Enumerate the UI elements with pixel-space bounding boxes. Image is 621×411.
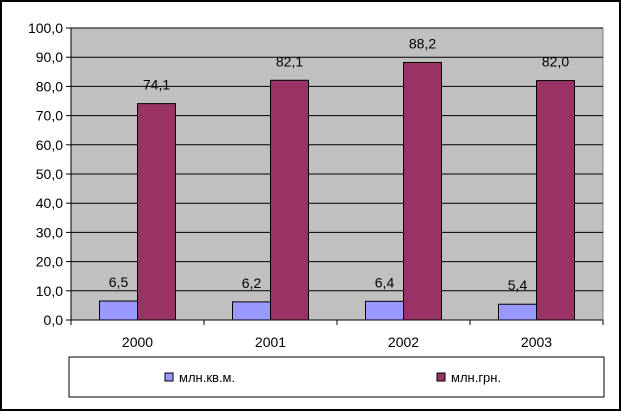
legend-box (68, 356, 605, 398)
x-tick-label: 2001 (255, 334, 286, 350)
y-tick-label: 60,0 (36, 137, 63, 153)
axes: 0,0 10,0 20,0 30,0 40,0 50,0 60,0 70,0 80,0 90,0 1… (28, 20, 604, 350)
bar (99, 300, 138, 321)
legend: млн.кв.м. млн.грн. (68, 356, 605, 398)
bar (232, 301, 271, 321)
data-label: 82,1 (276, 53, 303, 69)
bar (137, 103, 176, 321)
x-tick-label: 2003 (521, 334, 552, 350)
y-tick-label: 70,0 (36, 108, 63, 124)
y-tick-label: 100,0 (28, 20, 63, 36)
bar (365, 300, 404, 321)
bar (498, 303, 537, 321)
data-labels: 6,5 74,1 6,2 82,1 6,4 88,2 5,4 82,0 (109, 35, 570, 293)
data-label: 82,0 (542, 54, 569, 70)
y-tick-label: 50,0 (36, 166, 63, 182)
data-label: 6,5 (109, 274, 129, 290)
legend-swatch (164, 372, 174, 382)
y-tick-label: 30,0 (36, 224, 63, 240)
y-tick-label: 80,0 (36, 78, 63, 94)
bar (403, 61, 442, 321)
data-label: 6,2 (242, 275, 262, 291)
legend-swatch (436, 372, 446, 382)
x-tick-label: 2000 (122, 334, 153, 350)
y-tick-label: 40,0 (36, 195, 63, 211)
y-tick-label: 0,0 (44, 312, 64, 328)
data-label: 74,1 (143, 77, 170, 93)
data-label: 5,4 (508, 277, 528, 293)
y-tick-label: 90,0 (36, 49, 63, 65)
y-tick-label: 10,0 (36, 283, 63, 299)
bar (536, 80, 575, 321)
x-tick-label: 2002 (388, 334, 419, 350)
data-label: 88,2 (409, 35, 436, 51)
data-label: 6,4 (375, 274, 395, 290)
legend-label: млн.грн. (451, 370, 501, 385)
legend-label: млн.кв.м. (179, 370, 235, 385)
y-tick-label: 20,0 (36, 254, 63, 270)
bar (270, 79, 309, 321)
bars (99, 61, 575, 321)
